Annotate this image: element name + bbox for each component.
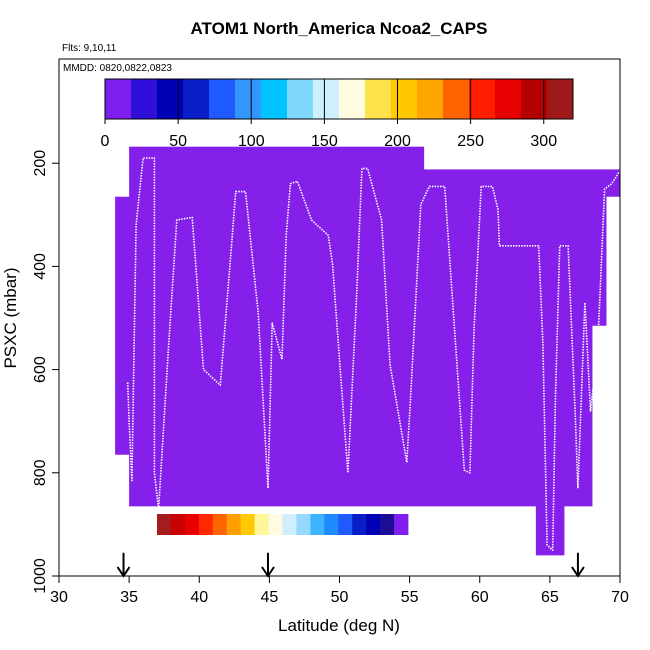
colorbar-cell-0 xyxy=(105,79,132,119)
field-segment-4 xyxy=(535,169,565,556)
colorbar xyxy=(104,78,574,120)
marker-arrow-head-0 xyxy=(116,566,131,578)
colorbar-cell-8 xyxy=(313,79,340,119)
flights-label: Flts: 9,10,11 xyxy=(62,43,117,54)
colorbar-cell-16 xyxy=(521,79,548,119)
field-segment-0 xyxy=(115,196,130,455)
colorbar-tick-label-200: 200 xyxy=(384,133,411,150)
colorbar-cell-13 xyxy=(443,79,470,119)
lower-colorbar-cell-10 xyxy=(296,514,311,535)
lower-colorbar-cell-0 xyxy=(157,514,172,535)
colorbar-cell-4 xyxy=(209,79,236,119)
lower-colorbar-cell-14 xyxy=(352,514,367,535)
lower-colorbar-cell-2 xyxy=(184,514,200,535)
lower-colorbar-cell-6 xyxy=(240,514,256,535)
lower-colorbar-cell-15 xyxy=(366,514,381,535)
field-segment-6 xyxy=(577,169,593,507)
field-segment-1 xyxy=(129,146,326,507)
x-tick-label-30: 30 xyxy=(50,589,68,606)
x-tick-label-45: 45 xyxy=(260,589,278,606)
lower-colorbar-cell-8 xyxy=(268,514,283,535)
x-axis: 30 35 40 45 50 55 60 65 70 xyxy=(50,576,629,606)
x-tick-label-60: 60 xyxy=(471,589,489,606)
colorbar-cell-5 xyxy=(235,79,262,119)
lower-colorbar xyxy=(157,514,409,535)
colorbar-cell-6 xyxy=(261,79,288,119)
x-tick-label-70: 70 xyxy=(611,589,629,606)
colorbar-tick-label-250: 250 xyxy=(457,133,484,150)
x-tick-label-55: 55 xyxy=(401,589,419,606)
lower-colorbar-cell-13 xyxy=(338,514,353,535)
lower-colorbar-cell-12 xyxy=(324,514,339,535)
lower-colorbar-cell-17 xyxy=(394,514,409,535)
lower-colorbar-cell-3 xyxy=(198,514,214,535)
colorbar-cell-1 xyxy=(131,79,158,119)
colorbar-cell-9 xyxy=(339,79,366,119)
y-tick-label-400: 400 xyxy=(32,253,49,280)
y-axis-label: PSXC (mbar) xyxy=(1,267,20,368)
colorbar-cell-7 xyxy=(287,79,314,119)
lower-colorbar-cell-7 xyxy=(254,514,269,535)
field-segment-5 xyxy=(563,169,579,507)
colorbar-cell-11 xyxy=(391,79,418,119)
y-axis: 200 400 600 800 1000 xyxy=(32,150,59,594)
y-tick-label-1000: 1000 xyxy=(32,558,49,594)
x-tick-label-50: 50 xyxy=(331,589,349,606)
colorbar-tick-label-100: 100 xyxy=(238,133,265,150)
colorbar-tick-label-300: 300 xyxy=(530,133,557,150)
colorbar-tick-label-150: 150 xyxy=(311,133,338,150)
chart-title: ATOM1 North_America Ncoa2_CAPS xyxy=(191,19,488,38)
marker-arrow-head-1 xyxy=(261,566,275,578)
y-tick-label-800: 800 xyxy=(32,459,49,486)
lower-colorbar-cell-16 xyxy=(380,514,395,535)
colorbar-tick-label-50: 50 xyxy=(169,133,187,150)
x-tick-label-65: 65 xyxy=(541,589,559,606)
data-field xyxy=(115,146,621,556)
field-segment-2 xyxy=(325,146,425,507)
x-tick-label-40: 40 xyxy=(190,589,208,606)
lower-colorbar-cell-11 xyxy=(310,514,325,535)
latitude-markers xyxy=(116,552,585,578)
x-tick-label-35: 35 xyxy=(120,589,138,606)
colorbar-cell-2 xyxy=(157,79,184,119)
colorbar-ticks: 0 50 100 150 200 250 300 xyxy=(101,79,557,150)
colorbar-tick-label-0: 0 xyxy=(101,133,110,150)
field-segment-7 xyxy=(591,169,607,326)
y-tick-label-200: 200 xyxy=(32,150,49,177)
marker-arrow-head-2 xyxy=(571,566,585,578)
y-tick-label-600: 600 xyxy=(32,356,49,383)
dates-label: MMDD: 0820,0822,0823 xyxy=(63,63,172,74)
lower-colorbar-cell-4 xyxy=(212,514,228,535)
colorbar-cell-17 xyxy=(547,79,574,119)
colorbar-cell-14 xyxy=(469,79,496,119)
lower-colorbar-cell-5 xyxy=(226,514,242,535)
lower-colorbar-cell-9 xyxy=(282,514,297,535)
colorbar-cell-3 xyxy=(183,79,210,119)
colorbar-cell-10 xyxy=(365,79,392,119)
colorbar-cell-12 xyxy=(417,79,444,119)
x-axis-label: Latitude (deg N) xyxy=(278,616,400,635)
colorbar-cell-15 xyxy=(495,79,522,119)
lower-colorbar-cell-1 xyxy=(170,514,186,535)
